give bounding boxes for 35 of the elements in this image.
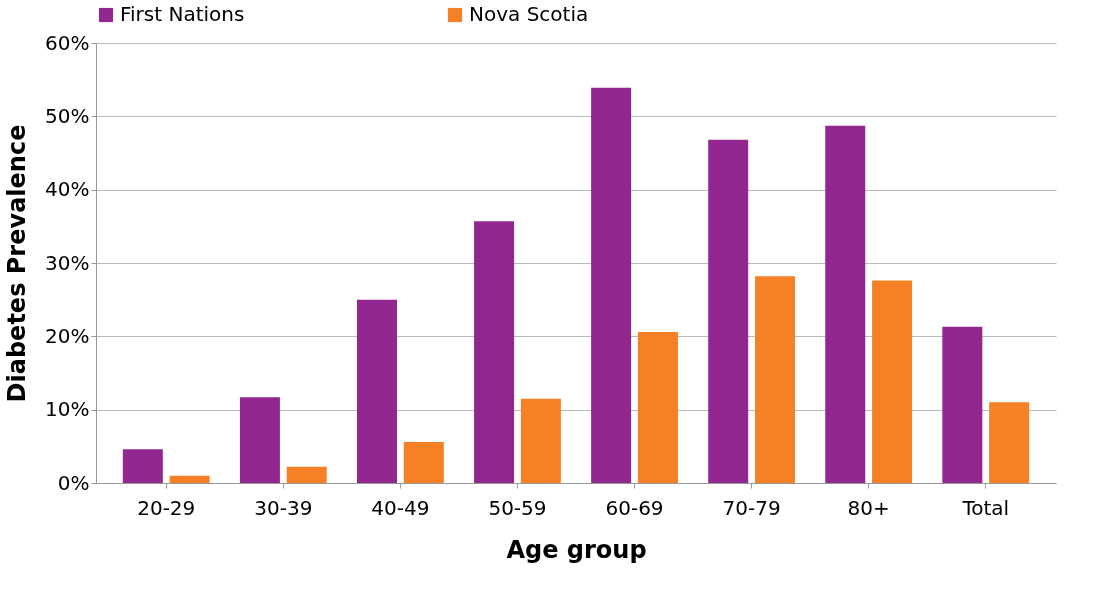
bar xyxy=(942,326,983,483)
x-tick-label: 80+ xyxy=(847,495,890,520)
bar xyxy=(825,125,866,483)
bar xyxy=(286,466,327,483)
legend-label: First Nations xyxy=(120,2,245,26)
bar xyxy=(872,280,913,483)
y-axis-title: Diabetes Prevalence xyxy=(3,124,32,403)
bar xyxy=(708,139,749,483)
bar xyxy=(637,331,678,483)
y-tick-label: 10% xyxy=(45,397,90,422)
x-tick-label: 60-69 xyxy=(605,495,664,520)
bar xyxy=(169,475,210,483)
bar xyxy=(755,276,796,483)
bar xyxy=(239,397,280,483)
y-tick-label: 60% xyxy=(45,30,90,55)
x-tick-label: 70-79 xyxy=(722,495,781,520)
bar xyxy=(356,299,397,483)
y-tick-label: 50% xyxy=(45,103,90,128)
bar xyxy=(989,402,1030,483)
x-tick-label: Total xyxy=(961,495,1010,520)
y-tick-label: 20% xyxy=(45,323,90,348)
x-tick-label: 50-59 xyxy=(488,495,547,520)
y-tick-label: 40% xyxy=(45,177,90,202)
bar xyxy=(122,449,163,483)
bar xyxy=(474,221,515,483)
x-tick-label: 20-29 xyxy=(137,495,196,520)
y-tick-label: 0% xyxy=(57,470,90,495)
x-axis-title: Age group xyxy=(506,535,647,564)
bar xyxy=(520,398,561,483)
x-tick-label: 40-49 xyxy=(371,495,430,520)
legend-label: Nova Scotia xyxy=(469,2,589,26)
y-tick-label: 30% xyxy=(45,250,90,275)
x-tick-label: 30-39 xyxy=(254,495,313,520)
bar xyxy=(403,441,444,483)
bar xyxy=(591,87,632,483)
